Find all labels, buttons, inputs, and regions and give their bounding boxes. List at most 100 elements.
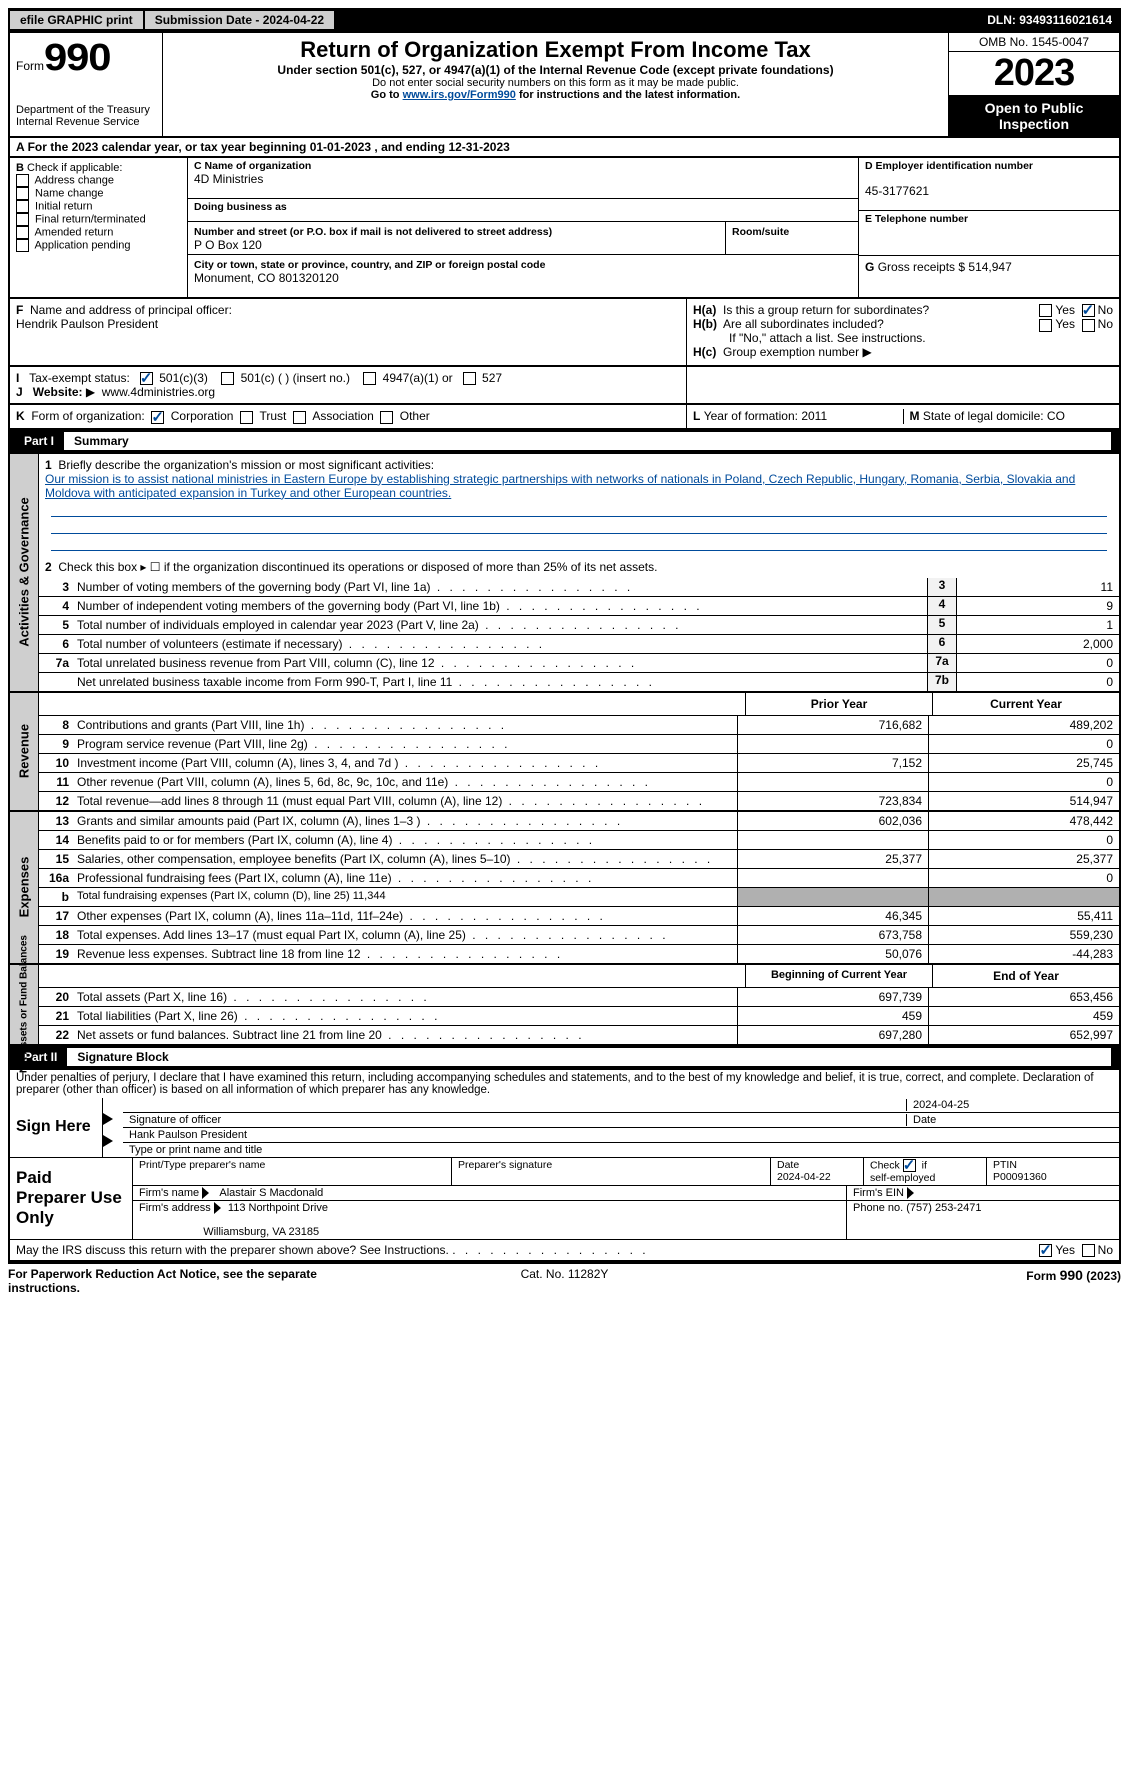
current-value: 559,230 xyxy=(928,926,1119,944)
gov-value: 11 xyxy=(956,578,1119,596)
state-domicile: CO xyxy=(1047,409,1065,423)
sig-officer-label: Signature of officer xyxy=(129,1114,906,1126)
current-year-header: Current Year xyxy=(932,693,1119,715)
officer-h-row: F Name and address of principal officer:… xyxy=(8,299,1121,367)
firm-address2: Williamsburg, VA 23185 xyxy=(203,1226,319,1238)
prior-value: 602,036 xyxy=(737,812,928,830)
current-value: 0 xyxy=(928,735,1119,753)
part2-header: Part II Signature Block xyxy=(8,1046,1121,1070)
b-checkbox[interactable] xyxy=(16,174,29,187)
paperwork-notice: For Paperwork Reduction Act Notice, see … xyxy=(8,1267,379,1295)
discuss-yes-checkbox[interactable] xyxy=(1039,1244,1052,1257)
year-formation: 2011 xyxy=(801,409,827,423)
b-checkbox[interactable] xyxy=(16,226,29,239)
goto-post: for instructions and the latest informat… xyxy=(519,89,740,101)
city-state-zip: Monument, CO 801320120 xyxy=(194,271,339,285)
b-checkbox[interactable] xyxy=(16,213,29,226)
irs-label: Internal Revenue Service xyxy=(16,116,156,128)
501c3-checkbox[interactable] xyxy=(140,372,153,385)
assoc-checkbox[interactable] xyxy=(293,411,306,424)
prior-value xyxy=(737,735,928,753)
street-address: P O Box 120 xyxy=(194,238,262,252)
gov-value: 0 xyxy=(956,673,1119,691)
current-value: 0 xyxy=(928,773,1119,791)
ha-yes-checkbox[interactable] xyxy=(1039,304,1052,317)
current-value: 25,377 xyxy=(928,850,1119,868)
mission-text: Our mission is to assist national minist… xyxy=(45,472,1075,500)
prior-value: 50,076 xyxy=(737,945,928,963)
tab-net-assets: Net Assets or Fund Balances xyxy=(10,965,39,1044)
prior-year-header: Prior Year xyxy=(745,693,932,715)
discuss-no-checkbox[interactable] xyxy=(1082,1244,1095,1257)
form-header: Form 990 Department of the Treasury Inte… xyxy=(8,32,1121,138)
current-value: 489,202 xyxy=(928,716,1119,734)
gov-value: 9 xyxy=(956,597,1119,615)
b-checkbox[interactable] xyxy=(16,200,29,213)
submission-date: Submission Date - 2024-04-22 xyxy=(144,10,335,30)
end-year-header: End of Year xyxy=(932,965,1119,987)
b-checkbox[interactable] xyxy=(16,187,29,200)
current-value: 0 xyxy=(928,831,1119,849)
ptin-value: P00091360 xyxy=(993,1171,1047,1183)
omb-number: OMB No. 1545-0047 xyxy=(949,33,1119,52)
typename-arrow-icon xyxy=(103,1135,113,1147)
website-value: www.4dministries.org xyxy=(102,385,215,399)
self-employed-checkbox[interactable] xyxy=(903,1159,916,1172)
prior-value xyxy=(737,831,928,849)
hb-no-checkbox[interactable] xyxy=(1082,319,1095,332)
b-label: B xyxy=(16,162,24,174)
discuss-text: May the IRS discuss this return with the… xyxy=(16,1243,449,1257)
instructions-link[interactable]: www.irs.gov/Form990 xyxy=(403,89,516,101)
hb-yes-checkbox[interactable] xyxy=(1039,319,1052,332)
current-value: 652,997 xyxy=(928,1026,1119,1044)
paid-preparer-label: Paid Preparer Use Only xyxy=(10,1158,133,1239)
4947-checkbox[interactable] xyxy=(363,372,376,385)
form-subtitle: Under section 501(c), 527, or 4947(a)(1)… xyxy=(169,63,942,77)
org-name: 4D Ministries xyxy=(194,172,263,186)
gov-value: 0 xyxy=(956,654,1119,672)
part1-header: Part I Summary xyxy=(8,430,1121,454)
prior-value: 673,758 xyxy=(737,926,928,944)
entity-block: B Check if applicable: Address change Na… xyxy=(8,158,1121,299)
prior-value: 716,682 xyxy=(737,716,928,734)
501c-checkbox[interactable] xyxy=(221,372,234,385)
open-inspection: Open to Public Inspection xyxy=(949,96,1119,136)
prior-value xyxy=(737,869,928,887)
prior-value: 25,377 xyxy=(737,850,928,868)
officer-printed-name: Hank Paulson President xyxy=(123,1128,1119,1143)
dba-label: Doing business as xyxy=(194,201,287,213)
trust-checkbox[interactable] xyxy=(240,411,253,424)
dept-treasury: Department of the Treasury xyxy=(16,104,156,116)
line2-text: Check this box ▸ ☐ if the organization d… xyxy=(58,560,657,574)
current-value: 653,456 xyxy=(928,988,1119,1006)
signature-arrow-icon xyxy=(103,1113,113,1125)
ha-no-checkbox[interactable] xyxy=(1082,304,1095,317)
gross-receipts: 514,947 xyxy=(968,260,1011,274)
begin-year-header: Beginning of Current Year xyxy=(745,965,932,987)
line-16b-text: Total fundraising expenses (Part IX, col… xyxy=(73,888,737,906)
527-checkbox[interactable] xyxy=(463,372,476,385)
efile-print-button[interactable]: efile GRAPHIC print xyxy=(9,10,144,30)
b-text: Check if applicable: xyxy=(27,162,122,174)
hb-note: If "No," attach a list. See instructions… xyxy=(693,331,1113,345)
current-value: 478,442 xyxy=(928,812,1119,830)
date-label: Date xyxy=(906,1114,1113,1126)
tax-year: 2023 xyxy=(949,52,1119,96)
prep-signature-label: Preparer's signature xyxy=(452,1158,771,1185)
footer: For Paperwork Reduction Act Notice, see … xyxy=(8,1262,1121,1298)
type-name-label: Type or print name and title xyxy=(123,1143,1119,1157)
other-checkbox[interactable] xyxy=(380,411,393,424)
firm-name: Alastair S Macdonald xyxy=(219,1187,323,1199)
prior-value: 697,280 xyxy=(737,1026,928,1044)
corp-checkbox[interactable] xyxy=(151,411,164,424)
ein-label: D Employer identification number xyxy=(865,160,1033,172)
perjury-declaration: Under penalties of perjury, I declare th… xyxy=(8,1070,1121,1098)
firm-phone: (757) 253-2471 xyxy=(906,1202,981,1214)
prior-value: 697,739 xyxy=(737,988,928,1006)
topbar: efile GRAPHIC print Submission Date - 20… xyxy=(8,8,1121,32)
prior-value: 459 xyxy=(737,1007,928,1025)
current-value: 459 xyxy=(928,1007,1119,1025)
b-checkbox[interactable] xyxy=(16,239,29,252)
tab-activities-governance: Activities & Governance xyxy=(10,454,39,691)
ssn-note: Do not enter social security numbers on … xyxy=(169,77,942,89)
